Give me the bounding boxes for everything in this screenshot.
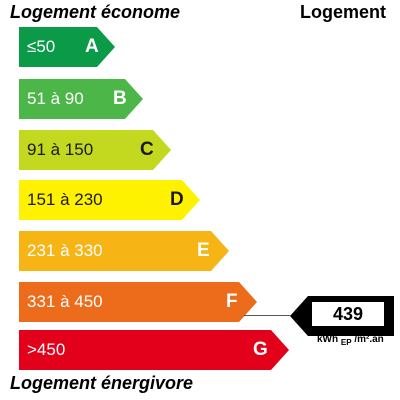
band-arrow-g [19, 330, 289, 370]
band-arrow-d [19, 180, 200, 220]
band-range-g: >450 [27, 340, 66, 359]
label-logement-econome: Logement économe [10, 2, 181, 22]
label-logement: Logement [299, 2, 386, 22]
consumption-unit: kWh EP /m².an [317, 334, 384, 347]
band-arrow-f [19, 282, 257, 322]
energy-band-d: 151 à 230 D [19, 180, 200, 220]
indicator-arrow [290, 296, 394, 336]
band-shape-d [19, 180, 200, 220]
energy-band-a: ≤50 A [19, 27, 115, 67]
band-arrow-b [19, 79, 143, 119]
band-shape-g [19, 330, 289, 370]
band-range-c: 91 à 150 [27, 140, 94, 159]
band-range-b: 51 à 90 [27, 89, 84, 108]
band-letter-a: A [85, 36, 99, 57]
band-range-f: 331 à 450 [27, 292, 103, 311]
unit-main: kWh [317, 334, 339, 345]
band-letter-g: G [253, 339, 268, 360]
indicator-connector-line [244, 315, 290, 316]
unit-tail: /m².an [354, 334, 384, 345]
band-letter-b: B [113, 88, 127, 109]
energy-band-g: >450 G [19, 330, 289, 370]
band-range-e: 231 à 330 [27, 241, 103, 260]
energy-band-f: 331 à 450 F [19, 282, 257, 322]
band-letter-d: D [170, 189, 184, 210]
energy-band-b: 51 à 90 B [19, 79, 143, 119]
band-range-a: ≤50 [27, 37, 56, 56]
band-shape-b [19, 79, 143, 119]
band-arrow-a [19, 27, 115, 67]
label-logement-energivore: Logement énergivore [10, 373, 194, 393]
band-letter-c: C [140, 139, 154, 160]
consumption-value: 439 [332, 304, 364, 324]
energy-band-e: 231 à 330 E [19, 231, 229, 271]
energy-band-c: 91 à 150 C [19, 130, 171, 170]
band-letter-f: F [226, 291, 238, 312]
band-shape-f [19, 282, 257, 322]
band-range-d: 151 à 230 [27, 190, 103, 209]
unit-sub: EP [340, 338, 352, 347]
band-shape-c [19, 130, 171, 170]
band-shape-a [19, 27, 115, 67]
band-arrow-c [19, 130, 171, 170]
band-letter-e: E [197, 240, 210, 261]
band-shape-e [19, 231, 229, 271]
consumption-indicator: 439 [290, 296, 394, 336]
band-arrow-e [19, 231, 229, 271]
